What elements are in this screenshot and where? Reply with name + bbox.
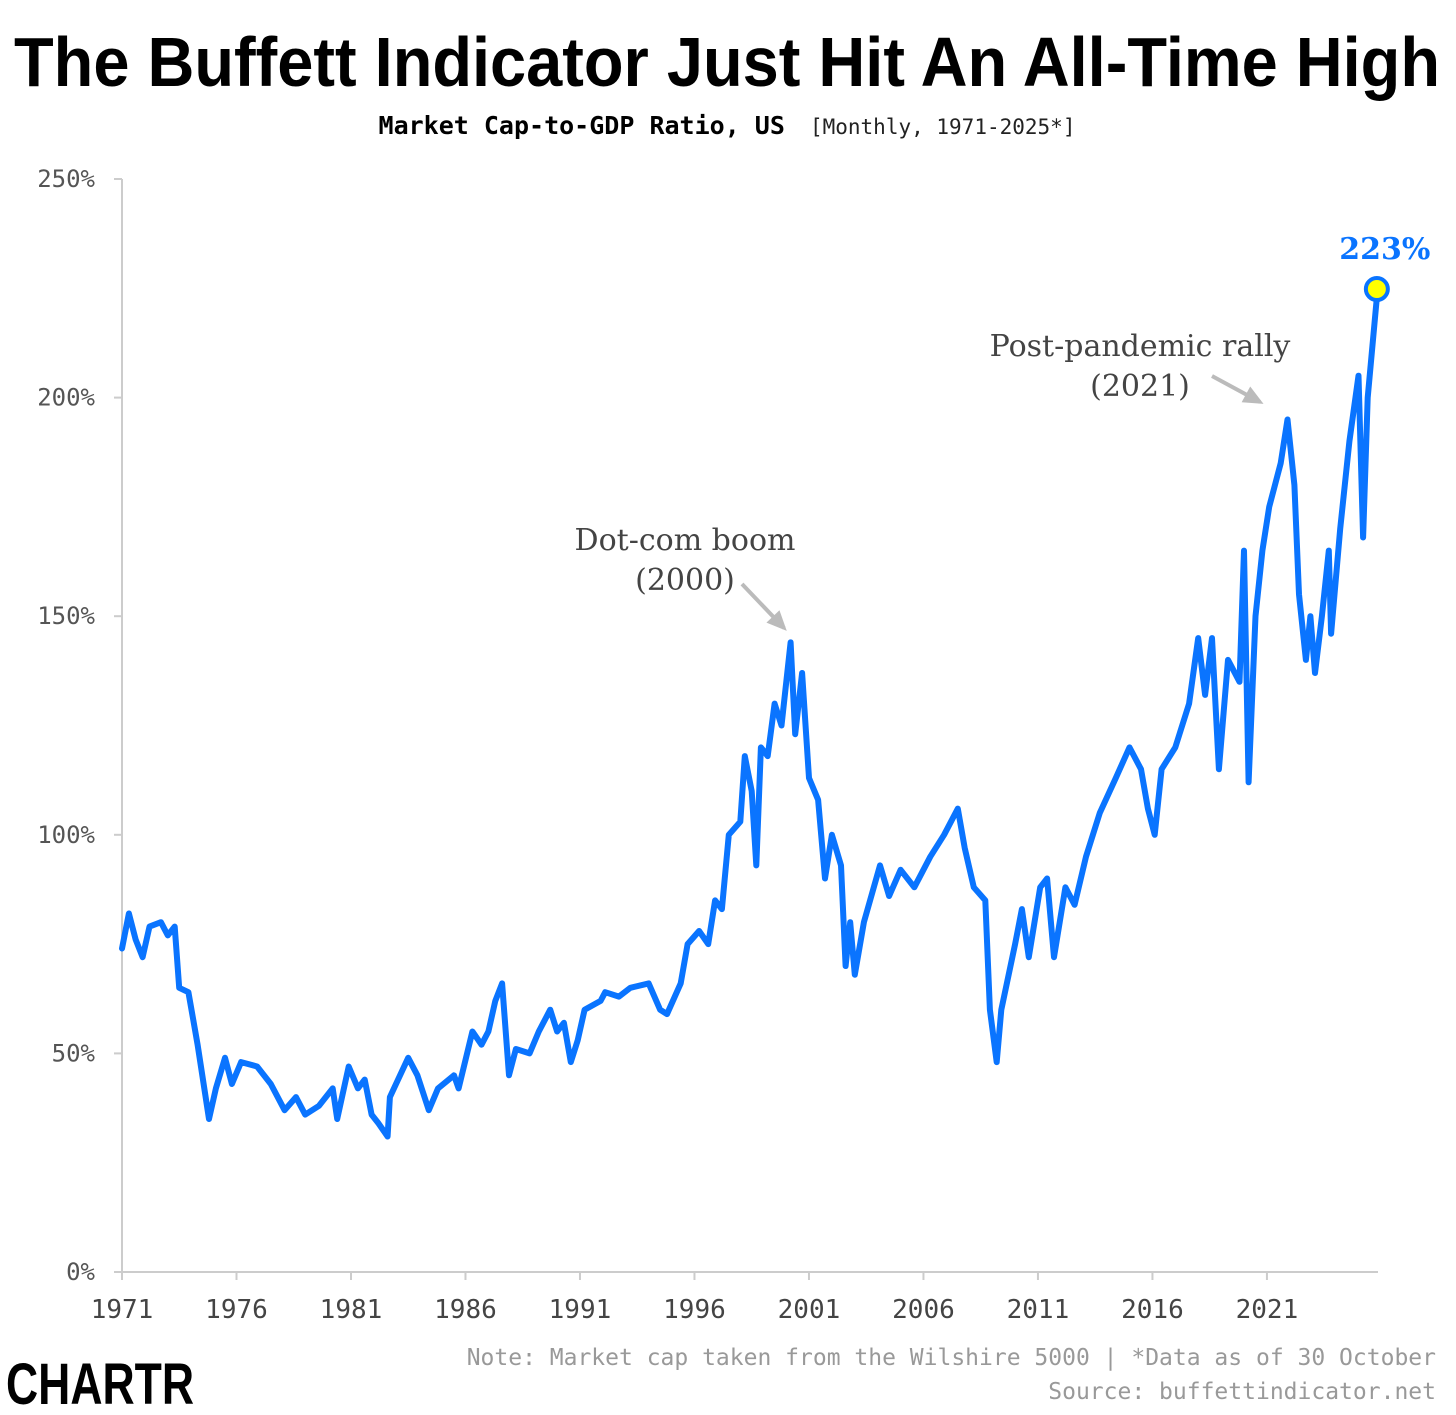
x-tick-label: 2011 xyxy=(1007,1295,1070,1325)
y-tick-label: 100% xyxy=(37,821,95,849)
pandemic-arrow-icon xyxy=(1211,374,1264,404)
y-tick-label: 50% xyxy=(52,1039,96,1067)
x-tick-label: 2016 xyxy=(1121,1295,1184,1325)
x-tick-label: 2021 xyxy=(1236,1295,1299,1325)
logo-text: CHARTR xyxy=(6,1352,194,1415)
footer-note: Note: Market cap taken from the Wilshire… xyxy=(467,1345,1436,1371)
dotcom-arrow-icon xyxy=(740,582,787,631)
x-tick-label: 1996 xyxy=(663,1295,726,1325)
latest-value-label: 223% xyxy=(1339,232,1430,267)
x-tick-label: 1986 xyxy=(434,1295,497,1325)
x-tick-label: 2006 xyxy=(892,1295,955,1325)
annotation-dotcom-line1: Dot-com boom xyxy=(575,523,796,558)
subtitle-main: Market Cap-to-GDP Ratio, US xyxy=(379,111,785,140)
x-tick-label: 1991 xyxy=(549,1295,612,1325)
x-tick-label: 1981 xyxy=(320,1295,383,1325)
footer-source: Source: buffettindicator.net xyxy=(1048,1379,1436,1405)
chart-title: The Buffett Indicator Just Hit An All-Ti… xyxy=(14,23,1440,101)
chartr-logo: CHARTR xyxy=(6,1352,194,1415)
annotation-pandemic-line2: (2021) xyxy=(1090,369,1190,404)
y-tick-label: 150% xyxy=(37,602,95,630)
annotations: Dot-com boom (2000) Post-pandemic rally (20… xyxy=(575,329,1291,631)
x-tick-label: 1976 xyxy=(205,1295,268,1325)
y-tick-label: 0% xyxy=(66,1258,95,1286)
latest-point-marker xyxy=(1363,276,1390,303)
x-tick-label: 1971 xyxy=(91,1295,154,1325)
y-tick-label: 200% xyxy=(37,384,95,412)
chart-subtitle: Market Cap-to-GDP Ratio, US [Monthly, 19… xyxy=(379,111,1076,140)
annotation-pandemic-line1: Post-pandemic rally xyxy=(990,329,1291,364)
subtitle-detail: [Monthly, 1971-2025*] xyxy=(810,115,1076,139)
plot-area: 223% xyxy=(119,232,1430,1140)
series-line xyxy=(119,294,1380,1140)
annotation-dotcom-line2: (2000) xyxy=(635,563,735,598)
axes: 0% 50% 100% 150% 200% 250% 1971 1976 1981 1986 199… xyxy=(37,165,1378,1325)
x-tick-label: 2001 xyxy=(778,1295,841,1325)
y-tick-label: 250% xyxy=(37,165,95,193)
